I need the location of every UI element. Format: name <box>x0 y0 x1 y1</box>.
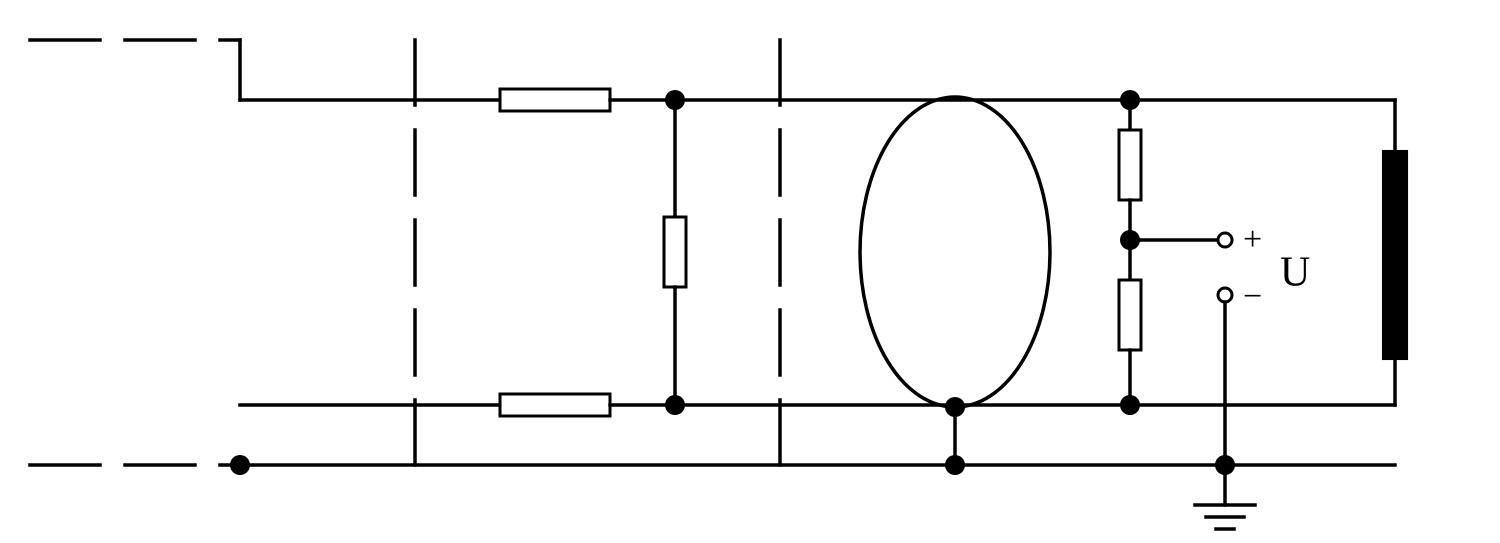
node-r3-bot <box>1120 395 1140 415</box>
resistor-mid-shunt <box>664 217 686 287</box>
load-block <box>1382 150 1408 360</box>
resistor-top-series <box>500 89 610 111</box>
resistor-divider-bot <box>1119 280 1141 350</box>
coupling-ellipse <box>860 97 1050 407</box>
label-minus: − <box>1243 278 1262 315</box>
resistor-bot-series <box>500 394 610 416</box>
resistor-divider-top <box>1119 130 1141 200</box>
label-u: U <box>1280 250 1310 296</box>
label-plus: + <box>1243 221 1262 258</box>
terminal-minus <box>1218 288 1232 302</box>
node-ellipse-ground <box>945 455 965 475</box>
node-mid-top <box>665 90 685 110</box>
terminal-plus <box>1218 233 1232 247</box>
node-mid-bot <box>665 395 685 415</box>
node-r3-top <box>1120 90 1140 110</box>
node-ground-left <box>230 455 250 475</box>
